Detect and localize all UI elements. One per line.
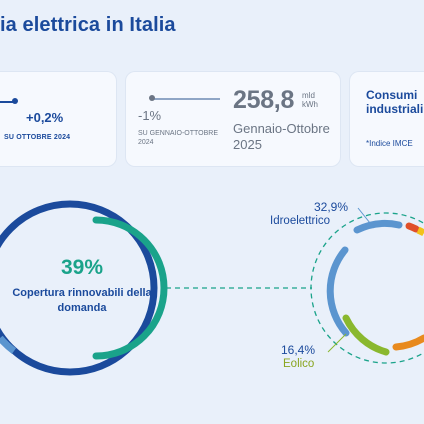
hydro-arc (326, 246, 350, 337)
industrial-consumption-card (350, 72, 424, 166)
trend-line (0, 101, 14, 103)
solar-arc (392, 334, 424, 351)
demand-outer-ring (0, 200, 158, 376)
industrial-index-note: *Indice IMCE (366, 139, 413, 148)
monthly-delta: +0,2% (26, 110, 64, 125)
total-consumption-period: Gennaio-Ottobre 2025 (233, 121, 330, 152)
hydro-leader (357, 207, 375, 229)
wind-leader (327, 333, 347, 353)
hydro-arc (353, 220, 403, 234)
yearly-delta: -1% (138, 108, 162, 123)
monthly-change-card (0, 72, 116, 166)
wind-percent: 16,4% (281, 343, 316, 357)
renewable-coverage-caption: Copertura rinnovabili della domanda (12, 287, 152, 314)
sources-dashed-circle (310, 212, 424, 364)
renewable-coverage-percent: 39% (60, 256, 104, 279)
trend-line (152, 98, 220, 100)
source-arc-yellow (416, 226, 424, 237)
yearly-delta-caption: SU GENNAIO-OTTOBRE 2024 (138, 130, 218, 146)
hydro-percent: 32,9% (314, 200, 349, 214)
wind-arc (342, 314, 390, 356)
total-consumption-unit: mld kWh (302, 91, 318, 109)
industrial-consumption-title: Consumi industriali (366, 88, 424, 116)
wind-label: Eolico (283, 358, 315, 370)
demand-segment-arc (0, 335, 17, 354)
yearly-total-card (126, 72, 340, 166)
hydro-label: Idroelettrico (270, 215, 331, 227)
monthly-delta-caption: SU OTTOBRE 2024 (4, 134, 71, 141)
renewable-coverage-arc (92, 216, 168, 360)
page-title: ia elettrica in Italia (0, 14, 176, 36)
total-consumption-value: 258,8 (233, 86, 295, 114)
trend-dot (12, 98, 18, 104)
source-arc-red (405, 222, 420, 233)
trend-dot (149, 95, 155, 101)
